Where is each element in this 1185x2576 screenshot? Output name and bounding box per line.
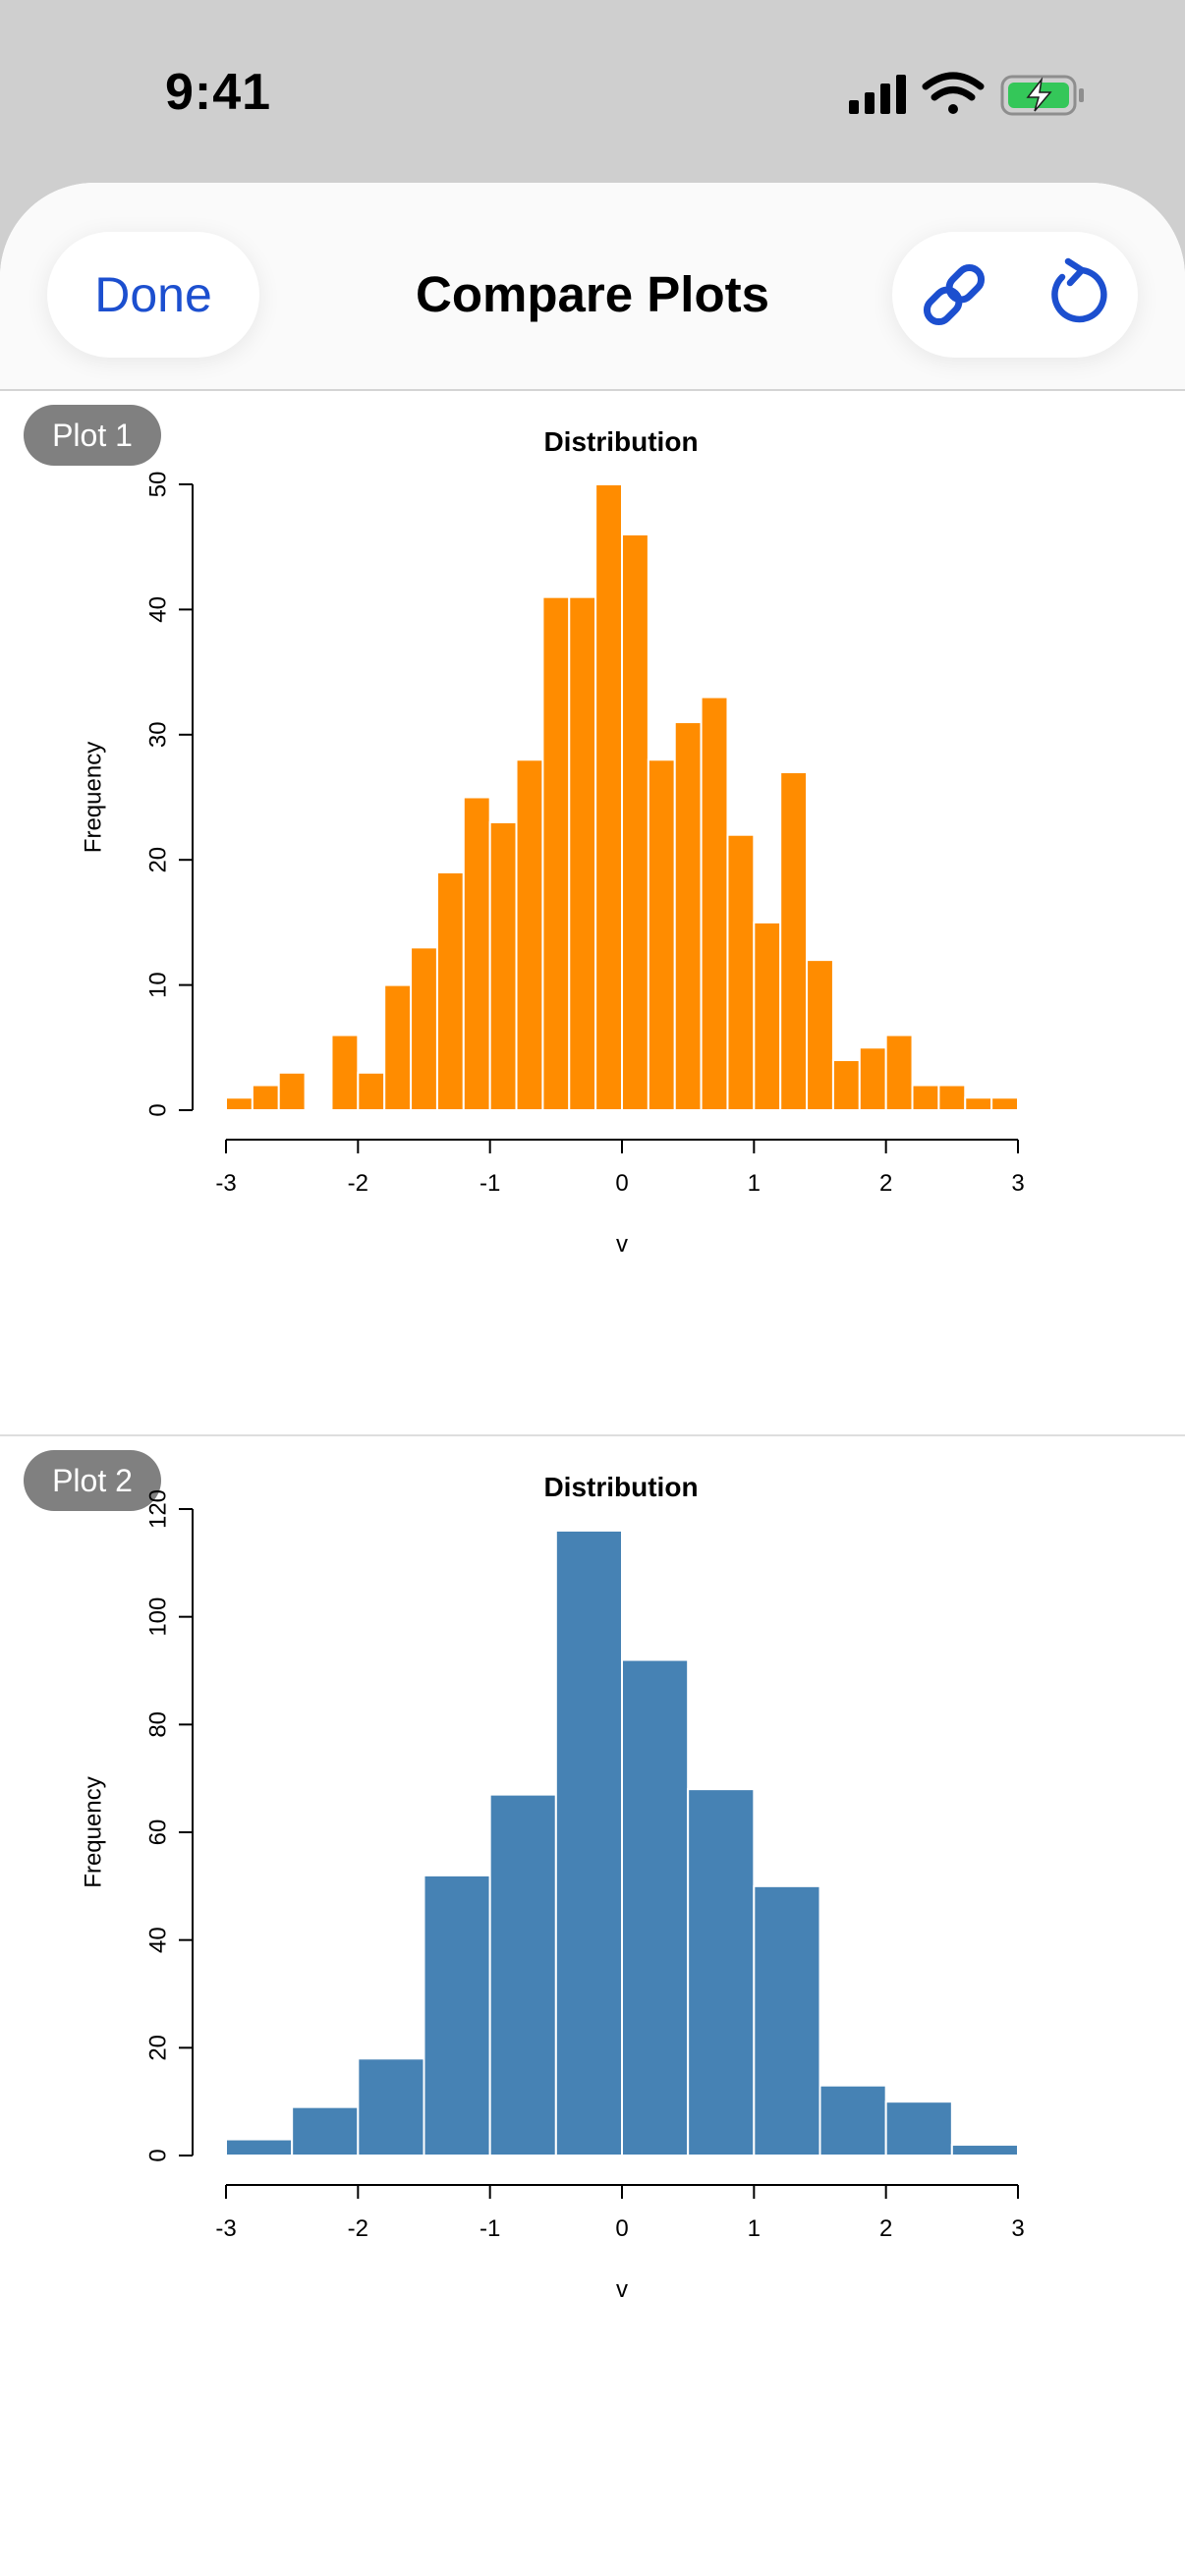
y-axis-label: Frequency — [80, 1776, 106, 1887]
histogram-bar — [357, 1071, 386, 1112]
y-tick-label: 40 — [144, 1927, 171, 1953]
signal-icon — [849, 75, 906, 114]
histogram-bar — [594, 483, 624, 1111]
x-tick-label: 1 — [748, 1170, 761, 1197]
histogram-bar — [225, 1096, 254, 1112]
y-tick-label: 10 — [144, 972, 171, 998]
histogram-bar — [687, 1788, 756, 2156]
x-tick-label: -1 — [480, 2215, 500, 2242]
x-tick-label: 3 — [1011, 1170, 1024, 1197]
histogram-bar — [884, 1034, 914, 1111]
y-tick-label: 40 — [144, 596, 171, 623]
nav-actions — [892, 232, 1138, 358]
histogram-bar — [462, 796, 491, 1111]
x-tick-label: 0 — [615, 2215, 628, 2242]
histogram-bar — [488, 1793, 557, 2156]
histogram-bar — [621, 532, 649, 1111]
histogram-bar — [410, 946, 438, 1111]
histogram-bar — [753, 921, 782, 1112]
y-tick-label: 80 — [144, 1711, 171, 1738]
y-tick-label: 60 — [144, 1820, 171, 1846]
histogram-bar — [554, 1529, 623, 2156]
status-bar: 9:41 — [0, 0, 1185, 187]
histogram-bar — [858, 1046, 887, 1111]
histogram-bar — [251, 1084, 280, 1112]
chart-title: Distribution — [543, 1472, 698, 1502]
histogram-bar — [700, 696, 729, 1111]
histogram-bar — [726, 833, 756, 1111]
reset-button[interactable] — [1015, 232, 1138, 358]
histogram-bar — [383, 983, 413, 1111]
histogram-bar — [911, 1084, 940, 1112]
histogram-bar — [647, 758, 676, 1111]
y-tick-label: 0 — [144, 1103, 171, 1116]
histogram-bar — [964, 1096, 993, 1112]
histogram-bar — [488, 820, 518, 1111]
x-tick-label: 0 — [615, 1170, 628, 1197]
histogram-bar — [277, 1071, 307, 1112]
sheet: Done Compare Plots Plot 1 Distributio — [0, 183, 1185, 2576]
y-tick-label: 120 — [144, 1489, 171, 1529]
histogram-bar — [884, 2100, 953, 2157]
y-tick-label: 50 — [144, 472, 171, 498]
x-axis-label: v — [616, 2276, 628, 2303]
plot-1-chart: Distribution 0 10 20 30 40 50 Frequency -3 -2 -1 0 1… — [80, 426, 1024, 1258]
histogram-bar — [621, 1658, 690, 2157]
x-tick-label: -2 — [348, 1170, 368, 1197]
plot-1-badge: Plot 1 — [24, 405, 161, 466]
y-tick-label: 30 — [144, 721, 171, 748]
histogram-bar — [357, 2057, 425, 2156]
status-icons — [849, 72, 1084, 116]
histogram-bar — [673, 721, 703, 1111]
link-icon — [923, 263, 985, 326]
x-tick-label: 3 — [1011, 2215, 1024, 2242]
battery-charging-icon — [1000, 75, 1084, 116]
histogram-bar — [515, 758, 544, 1111]
link-button[interactable] — [892, 232, 1015, 358]
wifi-icon — [922, 72, 985, 114]
histogram-bar — [937, 1084, 967, 1112]
histogram-bar — [806, 959, 834, 1111]
status-time: 9:41 — [165, 64, 272, 121]
histogram-bar — [423, 1874, 491, 2156]
reset-icon — [1050, 257, 1107, 323]
done-button[interactable]: Done — [47, 232, 259, 358]
x-tick-label: -3 — [215, 2215, 236, 2242]
y-axis-label: Frequency — [80, 742, 106, 853]
y-tick-label: 20 — [144, 2035, 171, 2061]
histogram-bar — [225, 2138, 294, 2156]
x-tick-label: -3 — [215, 1170, 236, 1197]
histogram-bar — [818, 2084, 887, 2157]
histogram-bar — [291, 2105, 360, 2157]
y-tick-label: 0 — [144, 2149, 171, 2161]
histogram-bar — [435, 870, 465, 1111]
histogram-bar — [541, 595, 571, 1112]
x-tick-label: 2 — [879, 1170, 892, 1197]
histogram-bar — [950, 2144, 1019, 2156]
x-tick-label: -2 — [348, 2215, 368, 2242]
plot-divider — [0, 1434, 1185, 1436]
plot-2-section: Plot 2 Distribution 0 20 40 60 80 100 120 Freque… — [0, 1436, 1185, 2576]
histogram-bar — [753, 1884, 821, 2156]
histogram-bar — [568, 595, 597, 1112]
nav-bar: Done Compare Plots — [0, 183, 1185, 391]
histogram-bar — [990, 1096, 1020, 1112]
y-tick-label: 100 — [144, 1597, 171, 1637]
histogram-bar — [831, 1059, 861, 1111]
y-tick-label: 20 — [144, 847, 171, 873]
x-tick-label: 1 — [748, 2215, 761, 2242]
x-tick-label: 2 — [879, 2215, 892, 2242]
plot-2-badge: Plot 2 — [24, 1450, 161, 1511]
plot-1-section: Plot 1 Distribution 0 10 20 30 40 50 Frequency -… — [0, 391, 1185, 1438]
histogram-bar — [330, 1034, 360, 1111]
chart-title: Distribution — [543, 426, 698, 457]
nav-title: Compare Plots — [416, 266, 769, 322]
x-axis-label: v — [616, 1231, 628, 1258]
histogram-bar — [779, 771, 809, 1111]
x-tick-label: -1 — [480, 1170, 500, 1197]
